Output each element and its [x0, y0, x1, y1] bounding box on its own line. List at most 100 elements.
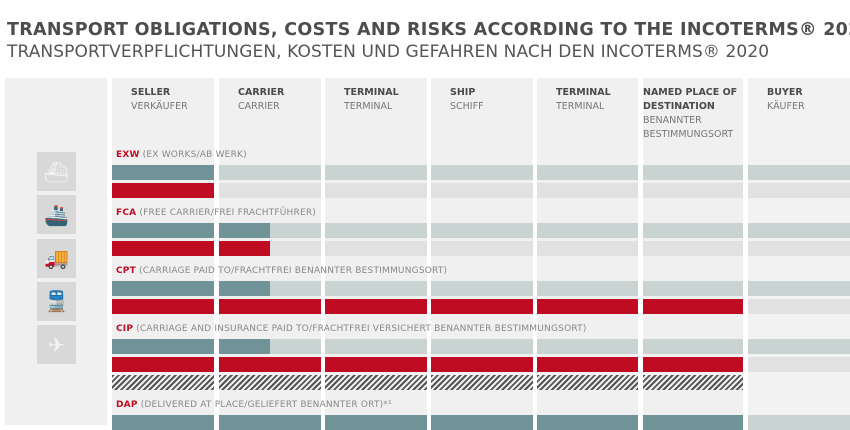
risk-bar-empty [325, 183, 427, 198]
cost-bar-empty [643, 281, 743, 296]
column-header: BUYER KÄUFER [767, 86, 847, 114]
column-title-en: TERMINAL [344, 87, 399, 98]
column-title-en: SELLER [131, 87, 171, 98]
risk-bar [325, 357, 427, 372]
risk-bar-empty [643, 183, 743, 198]
risk-bar-empty [219, 183, 321, 198]
subtitle: TRANSPORTVERPFLICHTUNGEN, KOSTEN UND GEF… [7, 42, 770, 62]
cost-bar-empty [431, 223, 533, 238]
incoterm-description: (CARRIAGE AND INSURANCE PAID TO/FRACHTFR… [133, 324, 587, 334]
risk-bar [219, 357, 321, 372]
incoterm-description: (CARRIAGE PAID TO/FRACHTFREI BENANNTER B… [135, 266, 448, 276]
column-header: SHIP SCHIFF [450, 86, 530, 114]
incoterm-label-exw: EXW (EX WORKS/AB WERK) [116, 150, 247, 160]
risk-bar-empty [431, 183, 533, 198]
insurance-bar [325, 375, 427, 390]
title: TRANSPORT OBLIGATIONS, COSTS AND RISKS A… [7, 20, 850, 40]
risk-bar [537, 299, 638, 314]
risk-bar [219, 241, 270, 256]
risk-bar-empty [537, 183, 638, 198]
cost-bar-empty [431, 281, 533, 296]
incoterm-description: (FREE CARRIER/FREI FRACHTFÜHRER) [136, 208, 317, 218]
risk-bar [112, 183, 214, 198]
cost-bar-empty [325, 281, 427, 296]
risk-bar-empty [748, 357, 850, 372]
incoterm-code: EXW [116, 150, 140, 160]
column-title-en: CARRIER [238, 87, 285, 98]
column-title-de: TERMINAL [344, 101, 393, 112]
cost-bar-empty [431, 339, 533, 354]
column-title-de: CARRIER [238, 101, 280, 112]
risk-bar-empty [431, 241, 533, 256]
cost-bar [219, 415, 321, 430]
cost-bar-empty [325, 223, 427, 238]
risk-bar-empty [325, 241, 427, 256]
incoterm-code: CIP [116, 324, 134, 334]
cost-bar-empty [643, 165, 743, 180]
cost-bar [112, 165, 214, 180]
cost-bar-empty [219, 165, 321, 180]
train-icon: 🚆 [37, 281, 76, 321]
risk-bar-empty [748, 183, 850, 198]
column-header: SELLER VERKÄUFER [131, 86, 211, 114]
incoterm-label-cpt: CPT (CARRIAGE PAID TO/FRACHTFREI BENANNT… [116, 266, 447, 276]
cost-bar [112, 223, 214, 238]
cost-bar-empty [748, 281, 850, 296]
insurance-bar [219, 375, 321, 390]
risk-bar-empty [537, 241, 638, 256]
column-header: TERMINAL TERMINAL [556, 86, 636, 114]
incoterm-code: CPT [116, 266, 136, 276]
risk-bar [431, 357, 533, 372]
cost-bar-empty [537, 223, 638, 238]
column-title-de: BENANNTER BESTIMMUNGSORT [643, 115, 734, 140]
insurance-bar [431, 375, 533, 390]
ferry-icon: 🚢 [37, 195, 76, 235]
risk-bar [112, 299, 214, 314]
risk-bar [325, 299, 427, 314]
column-header: TERMINAL TERMINAL [344, 86, 424, 114]
cost-bar [431, 415, 533, 430]
cost-bar-empty [748, 223, 850, 238]
incoterm-code: FCA [116, 208, 137, 218]
cost-bar-empty [643, 223, 743, 238]
column-title-en: BUYER [767, 87, 803, 98]
cost-bar [112, 415, 214, 430]
risk-bar-empty [748, 241, 850, 256]
risk-bar [537, 357, 638, 372]
column-title-de: VERKÄUFER [131, 101, 188, 112]
insurance-bar [537, 375, 638, 390]
cost-bar [643, 415, 743, 430]
truck-icon: 🚚 [37, 238, 76, 278]
incoterm-code: DAP [116, 400, 138, 410]
risk-bar-empty [643, 241, 743, 256]
column-title-de: TERMINAL [556, 101, 605, 112]
insurance-bar [643, 375, 743, 390]
cost-bar [219, 339, 270, 354]
cost-bar-empty [325, 165, 427, 180]
cost-bar [112, 339, 214, 354]
cost-bar-empty [537, 165, 638, 180]
cost-bar-empty [537, 339, 638, 354]
cost-bar-empty [748, 165, 850, 180]
column-title-en: TERMINAL [556, 87, 611, 98]
risk-bar-empty [748, 299, 850, 314]
cost-bar [219, 223, 270, 238]
cost-bar-empty [643, 339, 743, 354]
insurance-bar [112, 375, 214, 390]
cost-bar [112, 281, 214, 296]
column-title-en: NAMED PLACE OF DESTINATION [643, 87, 738, 112]
cost-bar-empty [748, 415, 850, 430]
risk-bar [643, 299, 743, 314]
airplane-icon: ✈ [37, 325, 76, 365]
incoterm-description: (EX WORKS/AB WERK) [139, 150, 247, 160]
cost-bar-empty [748, 339, 850, 354]
cost-bar [219, 281, 270, 296]
risk-bar [431, 299, 533, 314]
risk-bar [643, 357, 743, 372]
ship-icon: ⛴ [37, 152, 76, 191]
cost-bar [325, 415, 427, 430]
risk-bar [112, 357, 214, 372]
incoterm-label-dap: DAP (DELIVERED AT PLACE/GELIEFERT BENANN… [116, 400, 392, 410]
column-header: CARRIER CARRIER [238, 86, 318, 114]
risk-bar [219, 299, 321, 314]
